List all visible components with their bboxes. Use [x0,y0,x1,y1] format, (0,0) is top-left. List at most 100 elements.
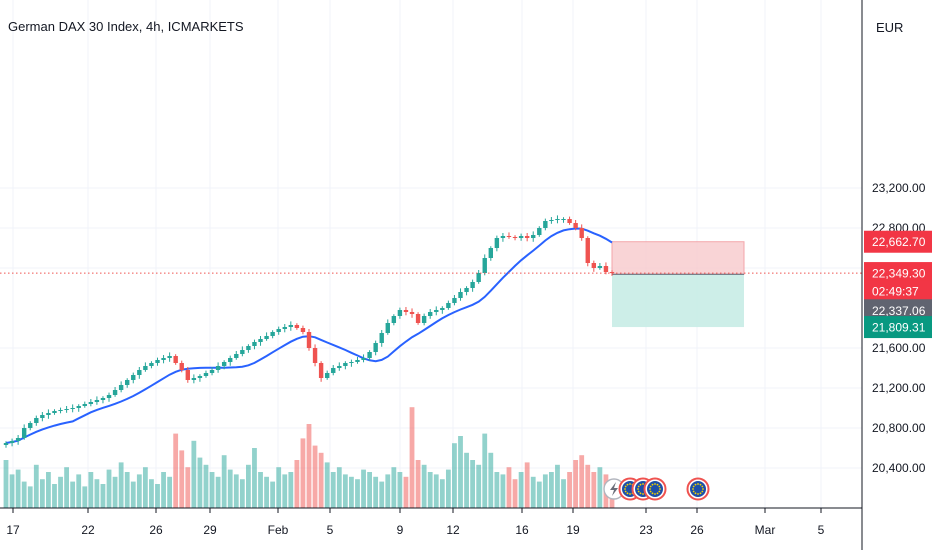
price-axis[interactable]: 23,200.0022,800.0022,400.0021,600.0021,2… [872,181,926,475]
candle-body[interactable] [361,358,366,360]
candle-body[interactable] [173,356,178,363]
candle-body[interactable] [9,441,15,443]
candle-body[interactable] [137,370,142,375]
candle-body[interactable] [70,408,75,409]
candle-body[interactable] [125,380,130,385]
candle-body[interactable] [482,258,487,273]
candle-body[interactable] [506,236,512,237]
candle-body[interactable] [561,219,566,220]
time-axis[interactable]: 17 22 26 29 Feb 5 9 12 16 19 23 26 Mar 5 [6,508,825,537]
candle-body[interactable] [58,410,63,411]
candle-body[interactable] [476,273,481,282]
candle-body[interactable] [531,235,536,238]
candle-body[interactable] [331,368,336,373]
candle-body[interactable] [155,360,160,363]
candle-body[interactable] [100,398,106,400]
candle-body[interactable] [434,310,439,312]
candle-body[interactable] [203,373,209,376]
candle-body[interactable] [167,356,172,358]
candle-body[interactable] [446,303,451,308]
candle-body[interactable] [518,236,524,238]
candle-body[interactable] [537,228,542,235]
candle-body[interactable] [94,400,100,402]
candle-body[interactable] [288,325,294,327]
candle-body[interactable] [403,310,409,312]
candle-body[interactable] [28,423,33,428]
candle-body[interactable] [149,363,154,366]
candle-body[interactable] [276,329,281,332]
candle-body[interactable] [64,409,69,410]
candle-body[interactable] [543,221,548,228]
candle-body[interactable] [228,358,233,362]
candle-body[interactable] [421,316,427,323]
candle-body[interactable] [470,282,475,288]
candle-body[interactable] [221,362,227,366]
candle-body[interactable] [209,370,215,373]
candle-body[interactable] [458,292,463,298]
candle-body[interactable] [312,348,318,363]
candle-body[interactable] [609,272,615,274]
candle-body[interactable] [88,402,94,404]
candle-body[interactable] [452,298,457,303]
candle-body[interactable] [343,363,348,366]
candle-body[interactable] [391,316,397,323]
candle-body[interactable] [555,219,560,220]
candle-body[interactable] [21,428,27,438]
candle-body[interactable] [367,352,372,358]
candle-body[interactable] [15,438,21,441]
candle-body[interactable] [264,336,269,339]
candle-body[interactable] [464,288,469,292]
candle-body[interactable] [191,378,197,380]
candle-body[interactable] [385,323,390,333]
candle-body[interactable] [143,366,148,370]
candle-body[interactable] [597,266,603,268]
candle-body[interactable] [294,325,300,328]
candle-body[interactable] [40,415,45,418]
candle-body[interactable] [440,308,445,310]
candle-body[interactable] [112,390,118,395]
candle-body[interactable] [415,314,421,323]
candle-body[interactable] [579,228,584,238]
candle-body[interactable] [246,346,251,350]
candle-body[interactable] [270,332,275,336]
candle-body[interactable] [179,363,184,370]
candle-body[interactable] [603,266,609,272]
eu-flag-icon[interactable] [643,477,667,501]
candle-body[interactable] [524,236,530,238]
lightning-icon[interactable] [603,478,625,500]
candle-body[interactable] [355,360,360,362]
candle-body[interactable] [573,223,578,228]
candle-body[interactable] [215,366,221,370]
candle-body[interactable] [324,373,330,378]
candle-body[interactable] [118,385,124,390]
take-profit-zone[interactable] [612,274,744,328]
candle-body[interactable] [585,238,590,263]
candle-body[interactable] [567,219,572,223]
candle-body[interactable] [258,339,263,342]
candle-body[interactable] [197,376,203,378]
candle-body[interactable] [300,328,306,332]
candle-body[interactable] [591,263,597,268]
candle-body[interactable] [494,238,500,248]
currency-label[interactable]: EUR [876,20,903,35]
candle-body[interactable] [549,220,554,221]
candle-body[interactable] [500,236,506,238]
candle-body[interactable] [34,418,39,423]
candle-body[interactable] [409,312,415,314]
candle-body[interactable] [46,413,51,415]
candle-body[interactable] [306,332,312,348]
event-markers[interactable] [603,477,710,501]
trade-zones[interactable] [611,241,745,328]
candle-body[interactable] [337,366,342,368]
candle-body[interactable] [234,354,239,358]
candle-body[interactable] [373,343,378,352]
candle-body[interactable] [379,333,384,343]
candle-body[interactable] [240,350,245,354]
candle-body[interactable] [3,443,9,445]
candle-body[interactable] [52,411,57,413]
stop-loss-zone[interactable] [611,241,745,275]
candle-body[interactable] [252,342,257,346]
candlesticks[interactable] [3,215,615,448]
